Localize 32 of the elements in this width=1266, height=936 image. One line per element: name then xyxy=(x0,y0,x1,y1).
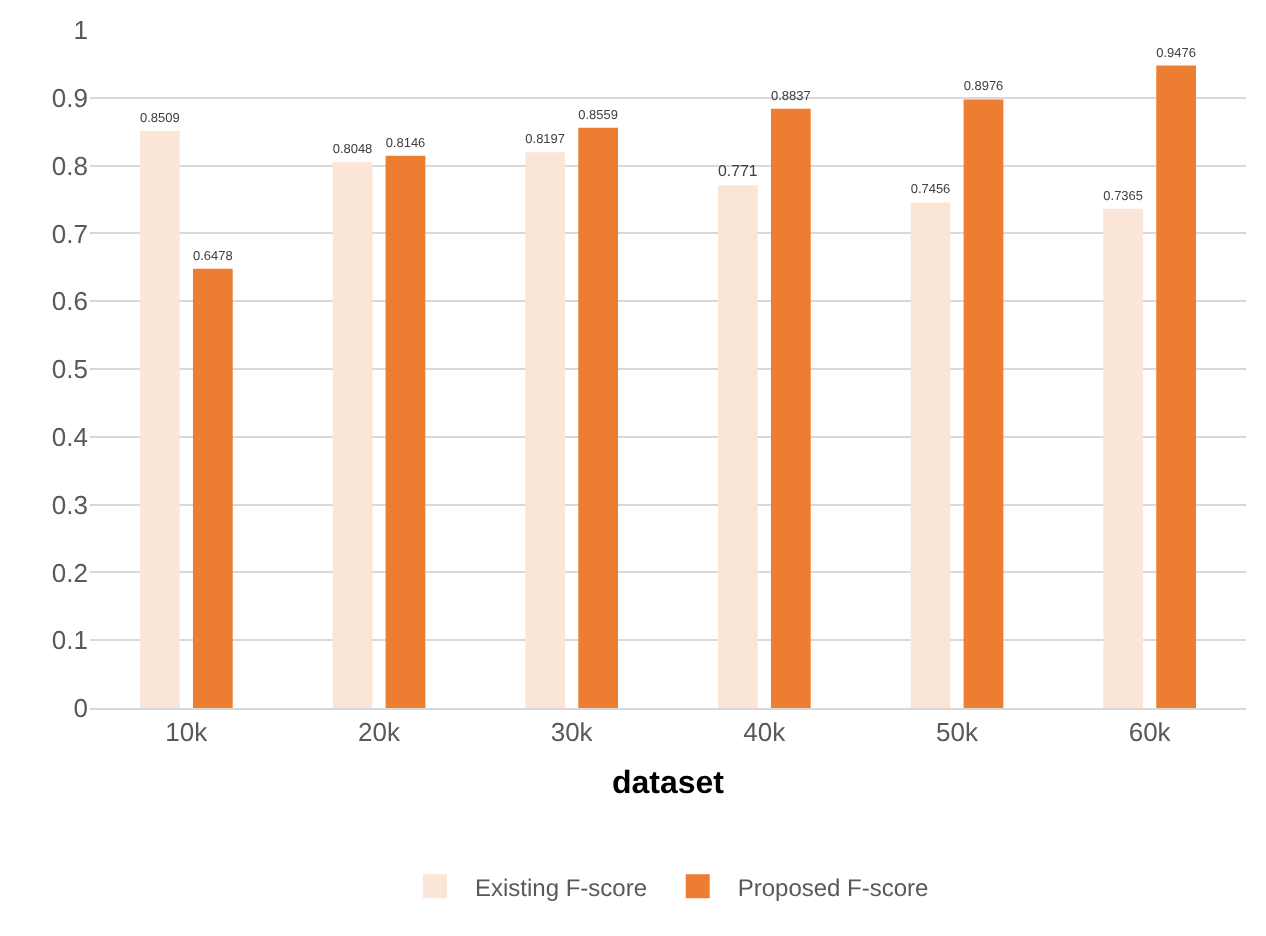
y-tick-label: 0.4 xyxy=(51,421,88,452)
y-tick-label: 0.9 xyxy=(51,82,88,113)
bar xyxy=(770,108,811,708)
x-tick-label: 10k xyxy=(165,717,209,748)
bar xyxy=(525,152,566,708)
x-tick-label: 20k xyxy=(358,717,401,748)
bar xyxy=(385,155,426,708)
bar xyxy=(192,268,233,708)
y-tick-label: 0.1 xyxy=(51,625,88,656)
x-tick-label: 50k xyxy=(936,717,979,748)
y-tick-label: 0.5 xyxy=(51,354,88,385)
x-tick-label: 30k xyxy=(550,717,594,748)
y-tick-label: 0.7 xyxy=(51,218,88,249)
x-axis-title: dataset xyxy=(611,766,726,801)
legend-label: Existing F-score xyxy=(475,873,648,902)
y-tick-label: 0.2 xyxy=(51,557,88,588)
bar xyxy=(1156,65,1197,708)
x-tick-label: 40k xyxy=(743,717,787,748)
bar xyxy=(139,131,180,708)
y-tick-label: 0.6 xyxy=(51,286,88,317)
y-tick-label: 0.8 xyxy=(51,150,88,181)
x-tick-label: 60k xyxy=(1128,717,1172,748)
legend-label: Proposed F-score xyxy=(737,873,930,902)
y-tick-label: 0.3 xyxy=(51,489,88,520)
bar xyxy=(963,99,1004,708)
bar xyxy=(578,127,619,708)
bar xyxy=(717,185,758,708)
bar xyxy=(1103,208,1144,708)
y-tick-label: 1 xyxy=(73,15,88,46)
bar xyxy=(332,162,373,708)
y-tick-label: 0 xyxy=(73,693,88,724)
bar xyxy=(910,202,951,708)
